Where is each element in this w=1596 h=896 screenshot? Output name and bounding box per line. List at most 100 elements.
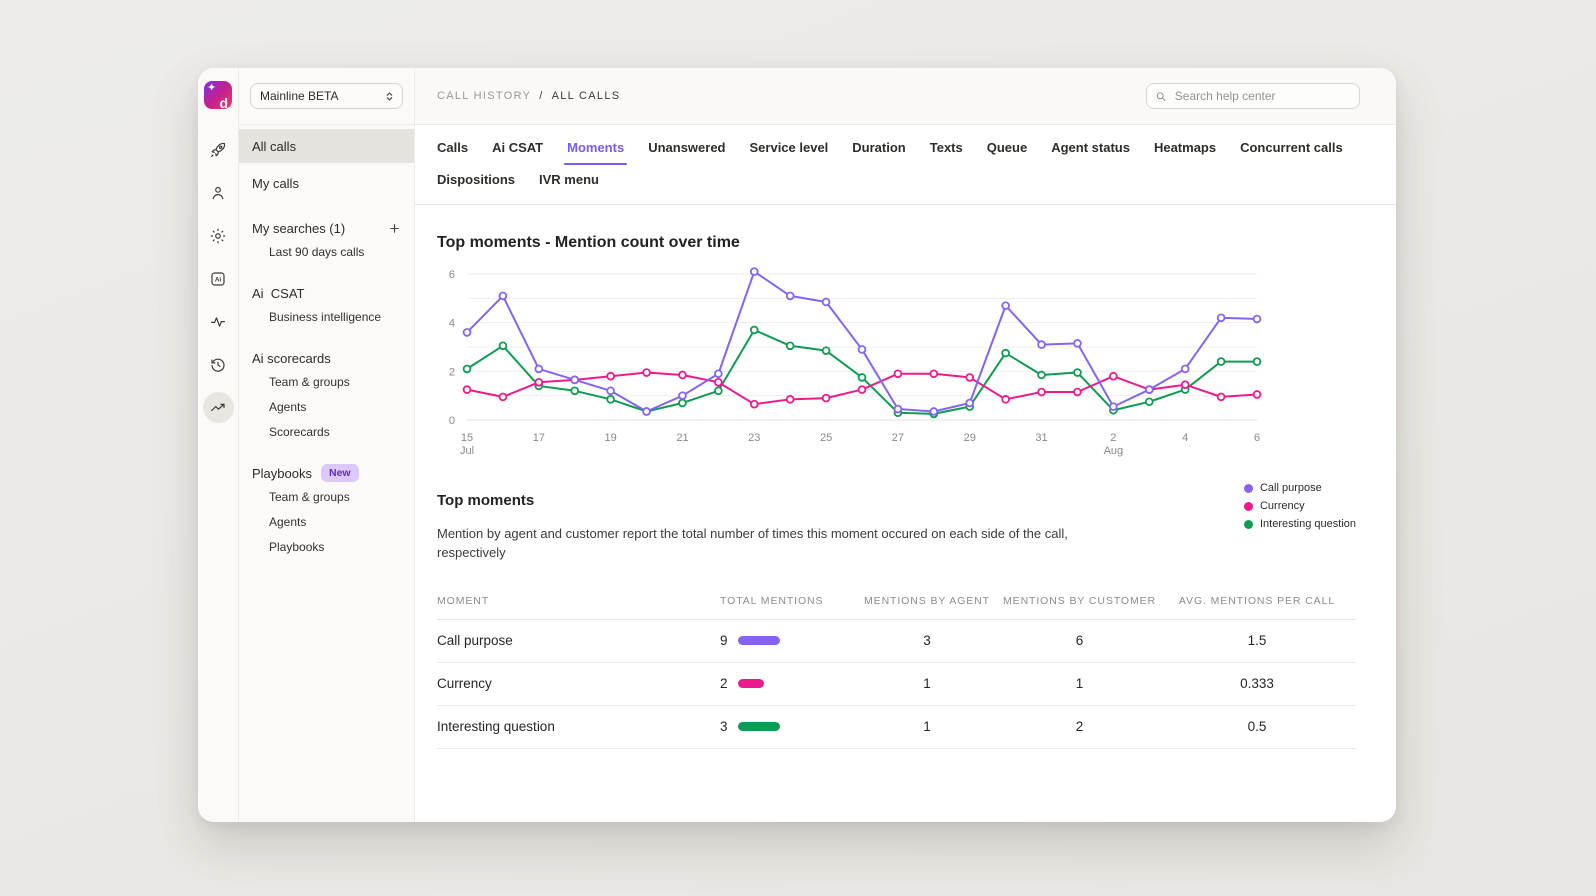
data-point[interactable] (787, 396, 794, 403)
data-point[interactable] (1146, 398, 1153, 405)
data-point[interactable] (1074, 389, 1081, 396)
sidebar-subitem-team-groups[interactable]: Team & groups (239, 485, 414, 510)
data-point[interactable] (823, 347, 830, 354)
data-point[interactable] (1002, 396, 1009, 403)
search-input[interactable] (1173, 88, 1351, 104)
sidebar-section-title[interactable]: My searches (1) (239, 216, 414, 240)
data-point[interactable] (895, 370, 902, 377)
sidebar-subitem-playbooks[interactable]: Playbooks (239, 535, 414, 560)
add-search-button[interactable] (388, 222, 401, 235)
tab-ivr-menu[interactable]: IVR menu (539, 172, 599, 187)
tab-queue[interactable]: Queue (987, 140, 1027, 155)
rail-gear-icon[interactable] (203, 220, 234, 251)
legend-item-interesting-question[interactable]: Interesting question (1244, 518, 1356, 530)
rail-ai-insights-icon[interactable]: Ai (203, 263, 234, 294)
data-point[interactable] (823, 395, 830, 402)
tab-moments[interactable]: Moments (567, 140, 624, 155)
data-point[interactable] (535, 379, 542, 386)
data-point[interactable] (715, 387, 722, 394)
data-point[interactable] (1254, 316, 1261, 323)
data-point[interactable] (1254, 358, 1261, 365)
tab-concurrent-calls[interactable]: Concurrent calls (1240, 140, 1343, 155)
tab-dispositions[interactable]: Dispositions (437, 172, 515, 187)
data-point[interactable] (1074, 340, 1081, 347)
rail-activity-icon[interactable] (203, 306, 234, 337)
sidebar-subitem-scorecards[interactable]: Scorecards (239, 420, 414, 445)
help-search[interactable] (1146, 83, 1360, 109)
tab-agent-status[interactable]: Agent status (1051, 140, 1130, 155)
rail-person-icon[interactable] (203, 177, 234, 208)
data-point[interactable] (859, 346, 866, 353)
data-point[interactable] (643, 369, 650, 376)
table-row-currency[interactable]: Currency2110.333 (437, 663, 1356, 706)
data-point[interactable] (966, 400, 973, 407)
sidebar-section-title[interactable]: Ai CSAT (239, 281, 414, 305)
data-point[interactable] (500, 342, 507, 349)
app-logo[interactable]: ✦ d (204, 81, 232, 109)
data-point[interactable] (1254, 391, 1261, 398)
sidebar-subitem-agents[interactable]: Agents (239, 395, 414, 420)
data-point[interactable] (1182, 381, 1189, 388)
data-point[interactable] (715, 379, 722, 386)
data-point[interactable] (679, 400, 686, 407)
data-point[interactable] (1218, 358, 1225, 365)
data-point[interactable] (930, 370, 937, 377)
tab-unanswered[interactable]: Unanswered (648, 140, 725, 155)
table-row-interesting-question[interactable]: Interesting question3120.5 (437, 706, 1356, 749)
table-row-call-purpose[interactable]: Call purpose9361.5 (437, 620, 1356, 663)
rail-trend-up-icon[interactable] (203, 392, 234, 423)
data-point[interactable] (859, 386, 866, 393)
data-point[interactable] (500, 293, 507, 300)
data-point[interactable] (464, 329, 471, 336)
data-point[interactable] (966, 374, 973, 381)
data-point[interactable] (1038, 341, 1045, 348)
data-point[interactable] (464, 386, 471, 393)
breadcrumb-call-history[interactable]: CALL HISTORY (437, 90, 531, 102)
data-point[interactable] (751, 401, 758, 408)
data-point[interactable] (1110, 403, 1117, 410)
workspace-select[interactable]: Mainline BETA (250, 83, 403, 109)
sidebar-item-all-calls[interactable]: All calls (239, 129, 414, 163)
data-point[interactable] (895, 406, 902, 413)
data-point[interactable] (1038, 389, 1045, 396)
data-point[interactable] (1182, 366, 1189, 373)
data-point[interactable] (859, 374, 866, 381)
data-point[interactable] (607, 387, 614, 394)
data-point[interactable] (679, 392, 686, 399)
sidebar-item-my-calls[interactable]: My calls (239, 166, 414, 200)
data-point[interactable] (930, 408, 937, 415)
data-point[interactable] (571, 387, 578, 394)
data-point[interactable] (535, 366, 542, 373)
tab-duration[interactable]: Duration (852, 140, 905, 155)
sidebar-subitem-last-90-days-calls[interactable]: Last 90 days calls (239, 240, 414, 265)
data-point[interactable] (643, 408, 650, 415)
tab-heatmaps[interactable]: Heatmaps (1154, 140, 1216, 155)
data-point[interactable] (1002, 302, 1009, 309)
sidebar-subitem-business-intelligence[interactable]: Business intelligence (239, 305, 414, 330)
legend-item-currency[interactable]: Currency (1244, 500, 1356, 512)
data-point[interactable] (1218, 314, 1225, 321)
data-point[interactable] (500, 393, 507, 400)
data-point[interactable] (1038, 372, 1045, 379)
data-point[interactable] (607, 396, 614, 403)
tab-service-level[interactable]: Service level (750, 140, 829, 155)
data-point[interactable] (1002, 350, 1009, 357)
data-point[interactable] (715, 370, 722, 377)
sidebar-section-title[interactable]: PlaybooksNew (239, 461, 414, 485)
data-point[interactable] (607, 373, 614, 380)
data-point[interactable] (751, 327, 758, 334)
sidebar-subitem-agents[interactable]: Agents (239, 510, 414, 535)
legend-item-call-purpose[interactable]: Call purpose (1244, 482, 1356, 494)
data-point[interactable] (1110, 373, 1117, 380)
data-point[interactable] (823, 299, 830, 306)
sidebar-subitem-team-groups[interactable]: Team & groups (239, 370, 414, 395)
tab-texts[interactable]: Texts (930, 140, 963, 155)
data-point[interactable] (464, 366, 471, 373)
mention-count-line-chart[interactable]: 024615Jul17192123252729312Aug46 (437, 264, 1269, 460)
tab-ai-csat[interactable]: Ai CSAT (492, 140, 543, 155)
data-point[interactable] (1074, 369, 1081, 376)
tab-calls[interactable]: Calls (437, 140, 468, 155)
rail-history-icon[interactable] (203, 349, 234, 380)
data-point[interactable] (1218, 393, 1225, 400)
data-point[interactable] (679, 372, 686, 379)
